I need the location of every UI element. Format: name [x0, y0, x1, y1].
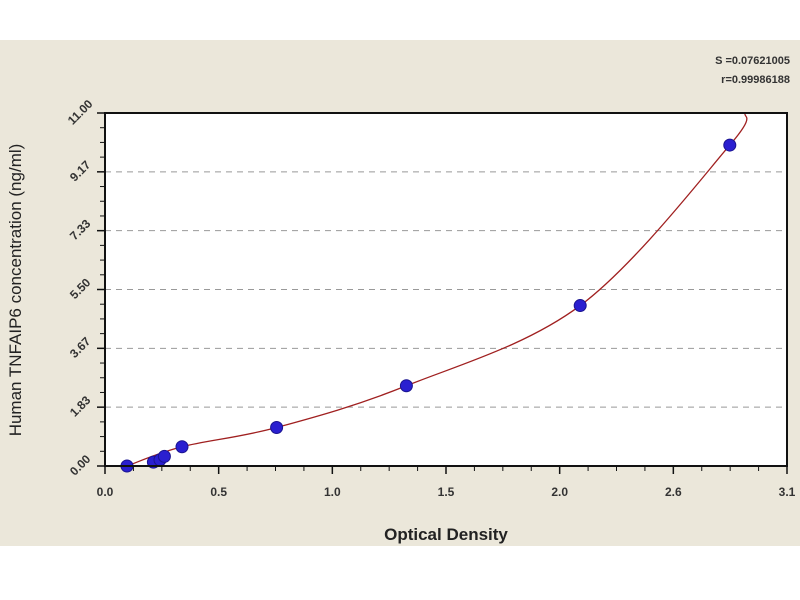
data-point: [157, 449, 171, 463]
data-point: [175, 440, 189, 454]
data-point: [399, 379, 413, 393]
y-tick-label: 1.83: [67, 393, 94, 420]
x-tick-label: 0.0: [97, 485, 114, 499]
r-value: r=0.99986188: [721, 74, 790, 86]
y-tick-label: 7.33: [67, 216, 94, 243]
x-tick-label: 3.1: [779, 485, 796, 499]
data-point: [723, 138, 737, 152]
fit-curve: [126, 112, 748, 467]
data-point: [573, 299, 587, 313]
y-tick-label: 9.17: [67, 158, 94, 185]
y-tick-label: 3.67: [67, 334, 94, 361]
x-axis-label: Optical Density: [384, 525, 508, 544]
x-tick-label: 1.5: [438, 485, 455, 499]
y-axis-label: Human TNFAIP6 concentration (ng/ml): [6, 144, 25, 437]
s-value: S =0.07621005: [715, 55, 790, 67]
data-point: [270, 420, 284, 434]
x-tick-label: 0.5: [210, 485, 227, 499]
x-tick-label: 1.0: [324, 485, 341, 499]
y-tick-label: 5.50: [67, 275, 94, 302]
x-tick-label: 2.0: [551, 485, 568, 499]
x-tick-label: 2.6: [665, 485, 682, 499]
y-tick-label: 11.00: [65, 97, 96, 128]
y-tick-label: 0.00: [67, 452, 94, 479]
